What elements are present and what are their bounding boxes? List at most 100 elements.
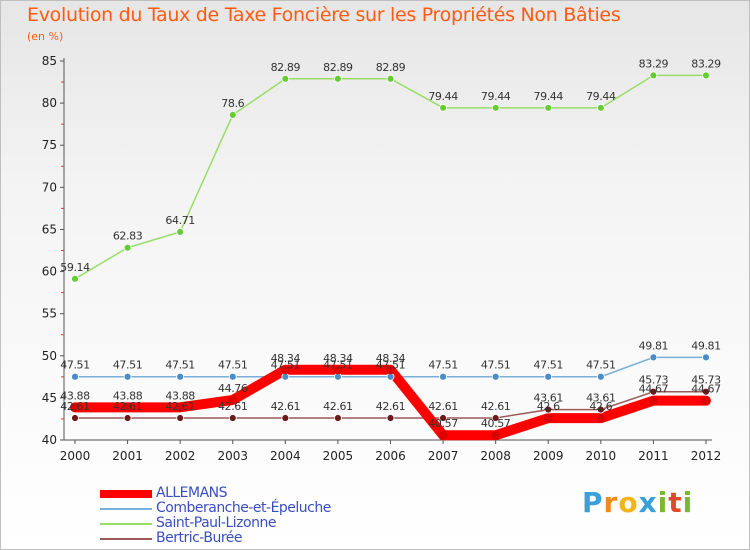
data-point xyxy=(491,414,500,422)
data-point xyxy=(544,372,553,381)
data-point xyxy=(228,414,237,422)
legend-swatch xyxy=(100,507,152,510)
data-point xyxy=(596,103,605,112)
data-point xyxy=(491,103,500,112)
data-label: 42.61 xyxy=(271,400,301,413)
legend-swatch xyxy=(100,537,152,540)
data-point xyxy=(649,353,658,362)
data-point xyxy=(649,387,658,396)
data-label: 40.57 xyxy=(481,417,511,430)
data-label: 42.61 xyxy=(60,400,90,413)
data-label: 82.89 xyxy=(271,61,301,74)
x-tick-label: 2003 xyxy=(217,449,248,463)
data-label: 78.6 xyxy=(221,97,244,110)
data-point xyxy=(333,365,343,375)
y-tick-label: 50 xyxy=(42,349,57,363)
data-point xyxy=(439,372,447,381)
x-tick-label: 2004 xyxy=(270,449,301,463)
y-tick-label: 70 xyxy=(42,180,57,194)
data-label: 49.81 xyxy=(639,339,669,352)
data-label: 43.88 xyxy=(113,389,143,402)
data-label: 42.6 xyxy=(589,400,612,413)
chart-title: Evolution du Taux de Taxe Foncière sur l… xyxy=(27,4,621,26)
legend-swatch xyxy=(100,522,152,525)
legend-label: Bertric-Burée xyxy=(156,530,243,546)
data-point xyxy=(702,71,710,80)
data-label: 43.88 xyxy=(165,389,195,402)
data-point xyxy=(491,430,501,440)
data-point xyxy=(123,402,133,412)
data-label: 47.51 xyxy=(376,359,406,372)
data-point xyxy=(123,243,132,252)
data-point xyxy=(491,372,500,381)
proxiti-logo: Proxiti xyxy=(582,486,693,519)
data-label: 44.67 xyxy=(639,383,669,396)
data-point xyxy=(71,372,79,381)
data-label: 48.34 xyxy=(323,352,353,365)
x-tick-label: 2012 xyxy=(691,449,722,463)
data-point xyxy=(228,372,237,381)
legend-swatch xyxy=(100,489,152,498)
data-label: 43.88 xyxy=(60,389,90,402)
data-point xyxy=(281,372,290,381)
y-tick-label: 40 xyxy=(42,433,57,447)
data-point xyxy=(596,405,605,414)
data-point xyxy=(701,396,711,406)
y-tick-label: 65 xyxy=(42,222,57,236)
logo-letter: x xyxy=(638,486,658,519)
data-label: 48.34 xyxy=(376,352,406,365)
data-label: 47.51 xyxy=(323,359,353,372)
x-tick-label: 2011 xyxy=(638,449,669,463)
data-label: 79.44 xyxy=(534,90,564,103)
y-tick-label: 75 xyxy=(42,138,57,152)
data-point xyxy=(280,365,290,375)
y-tick-label: 80 xyxy=(42,96,57,110)
x-tick-label: 2001 xyxy=(112,449,143,463)
data-label: 42.61 xyxy=(323,400,353,413)
data-point xyxy=(544,405,553,414)
data-label: 47.51 xyxy=(534,359,564,372)
data-label: 42.61 xyxy=(218,400,248,413)
data-point xyxy=(70,402,80,412)
data-label: 64.71 xyxy=(165,214,195,227)
data-point xyxy=(702,353,710,362)
y-tick-label: 45 xyxy=(42,391,57,405)
data-label: 45.73 xyxy=(691,374,721,387)
data-label: 47.51 xyxy=(60,359,90,372)
data-point xyxy=(228,395,238,405)
x-tick-label: 2002 xyxy=(165,449,196,463)
data-label: 49.81 xyxy=(691,339,721,352)
data-point xyxy=(176,414,185,422)
data-label: 44.67 xyxy=(691,383,721,396)
data-point xyxy=(176,227,185,236)
data-label: 42.6 xyxy=(537,400,560,413)
data-label: 79.44 xyxy=(428,90,458,103)
data-point xyxy=(439,414,447,422)
data-label: 43.61 xyxy=(586,392,616,405)
data-point xyxy=(123,372,132,381)
logo-letter: P xyxy=(582,486,604,519)
data-label: 47.51 xyxy=(271,359,301,372)
data-label: 82.89 xyxy=(376,61,406,74)
data-point xyxy=(439,103,447,112)
data-point xyxy=(175,402,185,412)
data-point xyxy=(228,111,237,119)
data-label: 47.51 xyxy=(165,359,195,372)
y-tick-label: 60 xyxy=(42,265,57,279)
data-label: 79.44 xyxy=(481,90,511,103)
data-label: 42.61 xyxy=(376,400,406,413)
x-tick-label: 2006 xyxy=(375,449,406,463)
data-point xyxy=(281,414,290,422)
data-label: 79.44 xyxy=(586,90,616,103)
y-tick-label: 85 xyxy=(42,54,57,68)
data-point xyxy=(386,372,395,381)
logo-letter: i xyxy=(657,486,669,519)
data-point xyxy=(702,387,710,396)
x-tick-label: 2007 xyxy=(428,449,459,463)
data-point xyxy=(596,372,605,381)
data-label: 45.73 xyxy=(639,374,669,387)
logo-letter: t xyxy=(668,486,683,519)
data-point xyxy=(334,414,342,422)
data-label: 47.51 xyxy=(586,359,616,372)
